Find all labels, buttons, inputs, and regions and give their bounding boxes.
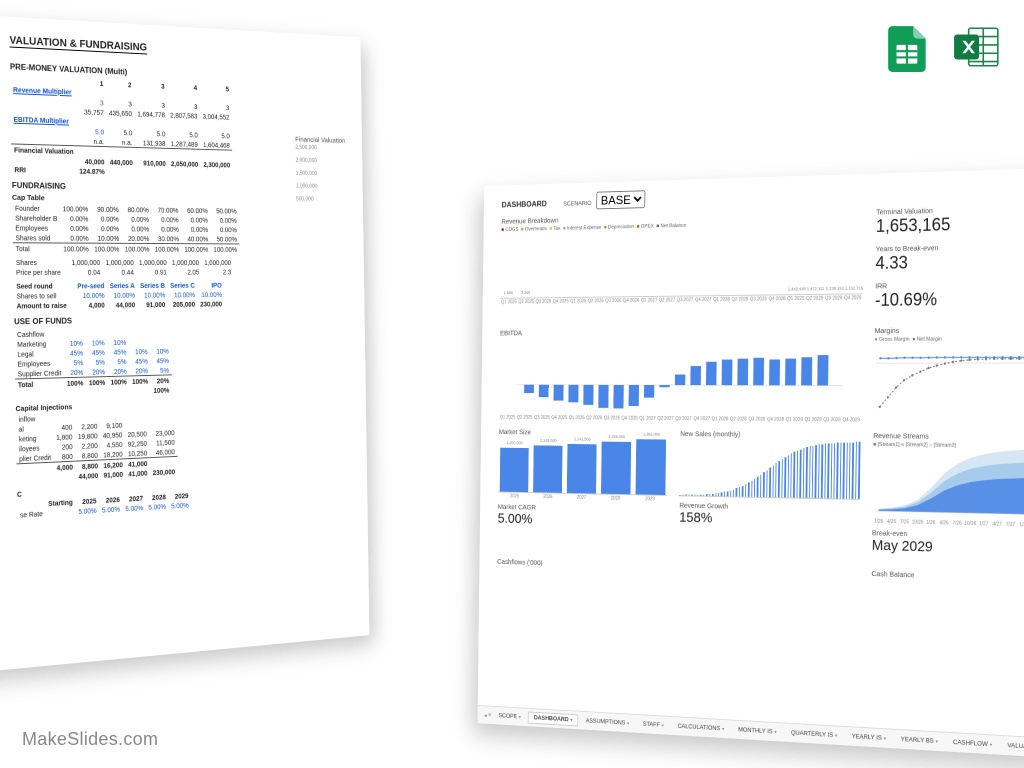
- cash-balance-title: Cash Balance: [871, 569, 1024, 583]
- dashboard-sheet: DASHBOARD SCENARIO BASE Revenue Breakdow…: [477, 168, 1024, 758]
- rev-streams-x-labels: 1/254/257/2510/251/264/267/2610/261/274/…: [872, 519, 1024, 529]
- watermark: MakeSlides.com: [22, 729, 158, 750]
- cashflows-title: Cashflows ('000): [497, 557, 666, 571]
- google-sheets-icon: [884, 22, 934, 77]
- kpi-break-value: 4.33: [875, 250, 1024, 274]
- rev-breakdown-chart: 1,8663,3651,442,4481,472,1111,138,1921,1…: [500, 226, 863, 298]
- scenario-select[interactable]: BASE: [597, 190, 646, 209]
- tab-nav-menu-icon[interactable]: ≡: [488, 712, 491, 719]
- sheet-title: VALUATION & FUNDRAISING: [9, 35, 147, 55]
- new-sales-title: New Sales (monthly): [680, 429, 860, 439]
- rev-streams-title: Revenue Streams: [873, 431, 1024, 442]
- scenario-label: SCENARIO: [563, 200, 591, 207]
- breakeven-value: May 2029: [872, 537, 1024, 559]
- tab-nav-left-icon[interactable]: ◂: [484, 711, 487, 718]
- kpi-irr-value: -10.69%: [875, 288, 1024, 311]
- tab-valuation[interactable]: VALUATION▾: [1001, 739, 1024, 755]
- tab-assumptions[interactable]: ASSUMPTIONS▾: [580, 715, 635, 730]
- tab-yearly-is[interactable]: YEARLY IS▾: [845, 730, 892, 745]
- app-icons: [884, 22, 1002, 77]
- margins-title: Margins: [875, 325, 1024, 335]
- market-size-chart: 1,250,0001,148,0001,141,5661,259,0001,38…: [498, 438, 668, 496]
- use-of-funds-table: CashflowMarketing10%10%10%Legal45%45%45%…: [14, 327, 172, 399]
- growth-value: 158%: [679, 509, 859, 530]
- tab-yearly-bs[interactable]: YEARLY BS▾: [894, 733, 944, 749]
- ebitda-x-labels: Q1 2025Q2 2025Q3 2025Q4 2025Q1 2026Q2 20…: [499, 415, 861, 424]
- new-sales-chart: [679, 440, 860, 500]
- cap-table: Founder100.00%90.00%80.00%70.00%60.00%50…: [12, 203, 240, 254]
- tab-dashboard[interactable]: DASHBOARD▾: [528, 712, 578, 727]
- tab-scope[interactable]: SCOPE▾: [493, 710, 527, 724]
- tab-staff[interactable]: STAFF▾: [637, 718, 670, 732]
- seed-round-table: Seed roundPre-seedSeries ASeries BSeries…: [13, 280, 224, 310]
- tab-quarterly-is[interactable]: QUARTERLY IS▾: [785, 726, 844, 742]
- section-use: USE OF FUNDS: [14, 312, 358, 326]
- kpi-terminal-value: 1,653,165: [876, 212, 1024, 237]
- valuation-spreadsheet: 12345678910 VALUATION & FUNDRAISING PRE-…: [0, 14, 369, 674]
- margins-chart: [873, 343, 1024, 423]
- cagr-value: 5.00%: [498, 511, 668, 531]
- tab-calculations[interactable]: CALCULATIONS▾: [671, 720, 730, 736]
- kpi-block: Terminal Valuation 1,653,165 Years to Br…: [875, 203, 1024, 318]
- margins-legend: ● Gross Margin ● Net Margin: [875, 336, 1024, 343]
- shares-table: Shares1,000,0001,000,0001,000,0001,000,0…: [13, 257, 234, 277]
- ebitda-title: EBITDA: [500, 326, 862, 337]
- tab-cashflow[interactable]: CASHFLOW▾: [946, 736, 999, 752]
- rev-streams-chart: [872, 448, 1024, 520]
- premoney-table: 12345Revenue Multiplier3333335,757435,65…: [10, 74, 233, 179]
- financial-valuation-mini-chart: Financial Valuation 2,500,0002,000,0001,…: [295, 135, 360, 211]
- tab-monthly-is[interactable]: MONTHLY IS▾: [732, 723, 783, 738]
- ebitda-chart: [499, 337, 862, 415]
- sheet-tab-bar: ◂ ≡ SCOPE▾DASHBOARD▾ASSUMPTIONS▾STAFF▾CA…: [477, 705, 1024, 758]
- excel-icon: [952, 22, 1002, 77]
- dashboard-header: DASHBOARD: [502, 199, 547, 209]
- mini-chart-title: Financial Valuation: [295, 135, 359, 145]
- injections-table: inflowal4002,2009,100keting1,80019,80040…: [16, 408, 178, 484]
